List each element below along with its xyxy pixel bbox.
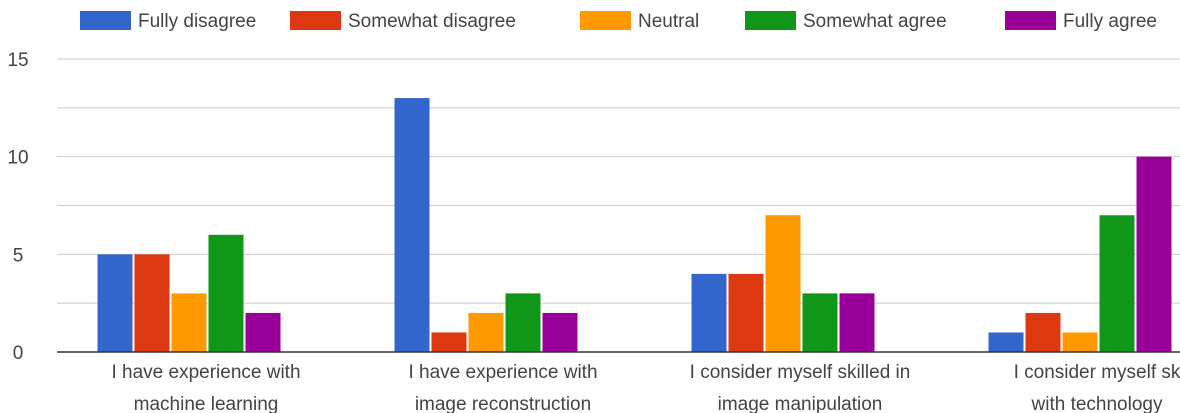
bar-neutral [1062,332,1098,352]
bar-fully-agree [245,312,281,352]
bar-somewhat-agree [802,293,838,352]
legend-item: Neutral [580,11,699,32]
y-axis-ticks: 0 5 10 15 [7,50,28,364]
legend-swatch [290,11,341,30]
legend-item: Somewhat disagree [290,11,516,32]
bar-somewhat-disagree [431,332,467,352]
x-axis-category-labels: I have experience with machine learning I … [111,362,1180,413]
x-category-label: I consider myself skilled in [690,362,911,383]
bar-fully-disagree [394,98,430,352]
legend-label: Somewhat agree [803,11,947,32]
bar-fully-agree [839,293,875,352]
bar-somewhat-disagree [1025,312,1061,352]
legend-item: Fully agree [1005,11,1157,32]
bar-somewhat-agree [505,293,541,352]
bar-neutral [468,312,504,352]
legend-swatch [80,11,131,30]
legend-label: Fully agree [1063,11,1157,32]
bar-somewhat-agree [1099,215,1135,352]
y-tick-label: 10 [7,148,28,169]
legend-swatch [1005,11,1056,30]
bar-fully-disagree [988,332,1024,352]
y-tick-label: 15 [7,50,28,71]
legend-label: Neutral [638,11,699,32]
x-category-label: I have experience with [111,362,300,383]
bar-neutral [765,215,801,352]
y-tick-label: 0 [13,343,24,364]
x-category-label: I consider myself sk [1014,362,1180,383]
legend-label: Somewhat disagree [348,11,516,32]
x-category-label: with technology [1031,394,1163,413]
x-category-label: I have experience with [408,362,597,383]
x-category-label: image reconstruction [415,394,591,413]
bar-fully-disagree [97,254,133,352]
legend: Fully disagree Somewhat disagree Neutral So… [80,11,1157,32]
legend-label: Fully disagree [138,11,256,32]
bar-fully-agree [542,312,578,352]
legend-swatch [745,11,796,30]
legend-item: Somewhat agree [745,11,947,32]
bar-somewhat-agree [208,234,244,352]
legend-item: Fully disagree [80,11,256,32]
legend-swatch [580,11,631,30]
bars [97,98,1172,352]
bar-somewhat-disagree [134,254,170,352]
gridlines [57,58,1180,304]
x-category-label: machine learning [134,394,279,413]
bar-fully-agree [1136,156,1172,352]
bar-neutral [171,293,207,352]
x-category-label: image manipulation [718,394,883,413]
bar-somewhat-disagree [728,273,764,352]
y-tick-label: 5 [13,245,24,266]
bar-fully-disagree [691,273,727,352]
